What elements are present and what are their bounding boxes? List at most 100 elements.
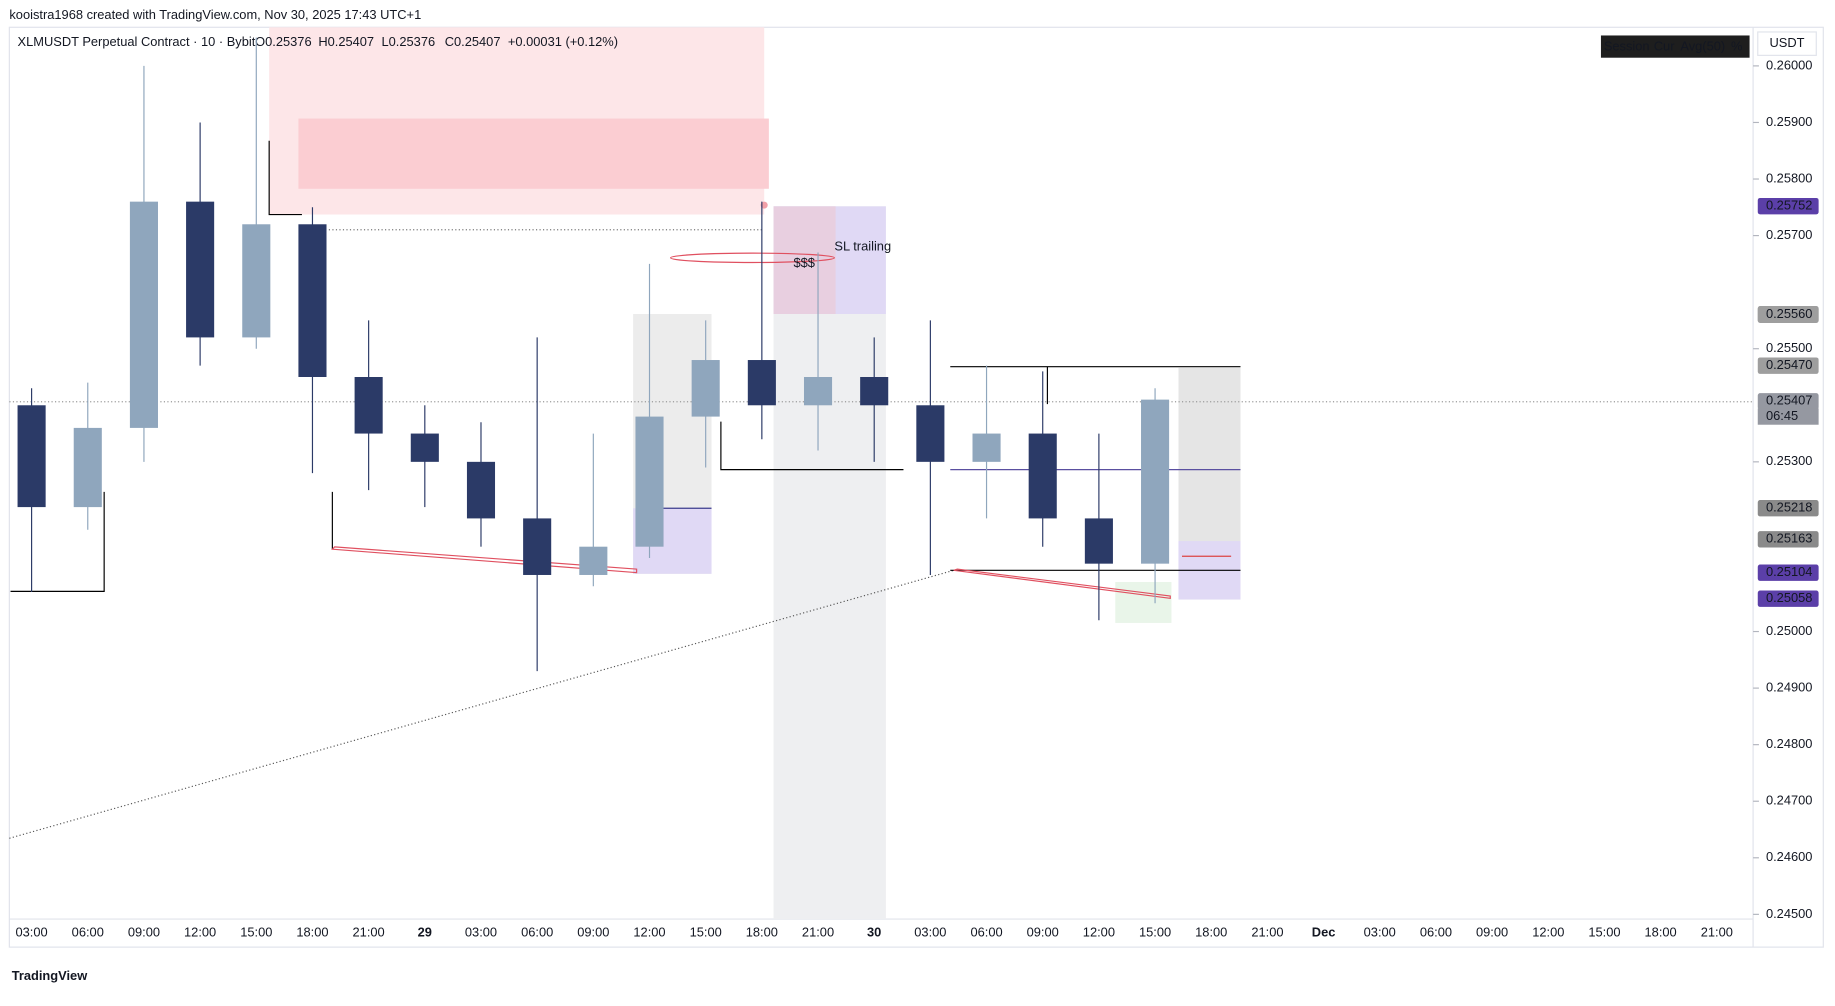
x-tick-label: 09:00 <box>1476 924 1508 939</box>
ohlc-value: H0.25407 <box>318 34 374 49</box>
countdown: 06:45 <box>1766 408 1798 423</box>
x-tick-label: 15:00 <box>240 924 272 939</box>
toolbar-button[interactable]: Cur <box>1654 39 1675 54</box>
x-tick-label: 15:00 <box>690 924 722 939</box>
toolbar-button[interactable]: % <box>1731 39 1742 54</box>
y-tick-label: 0.25000 <box>1766 623 1812 638</box>
x-tick-label: 18:00 <box>1645 924 1677 939</box>
x-tick-label: 12:00 <box>633 924 665 939</box>
level <box>10 491 105 592</box>
annotation: $$$ <box>793 255 814 270</box>
y-tick-label: 0.24500 <box>1766 906 1812 921</box>
candle-body <box>186 201 215 338</box>
x-tick-label: 21:00 <box>353 924 385 939</box>
price-label-box <box>1757 197 1819 215</box>
header: kooistra1968 created with TradingView.co… <box>9 7 421 22</box>
candle-body <box>691 360 720 417</box>
ohlc-value: +0.00031 (+0.12%) <box>508 34 618 49</box>
candle-body <box>298 224 327 377</box>
candle-body <box>242 224 271 338</box>
x-tick-label: 21:00 <box>1701 924 1733 939</box>
toolbar-button[interactable]: Session <box>1604 39 1650 54</box>
level <box>268 140 302 216</box>
price-label: 0.25104 <box>1766 564 1812 579</box>
y-tick-label: 0.25500 <box>1766 340 1812 355</box>
price-label-box <box>1757 306 1819 323</box>
candle-body <box>747 360 776 406</box>
price-label: 0.25470 <box>1766 357 1812 372</box>
x-tick-label: 06:00 <box>970 924 1002 939</box>
x-tick-label: 12:00 <box>1083 924 1115 939</box>
price-label: 0.25407 <box>1766 393 1812 408</box>
candle-body <box>1028 433 1057 519</box>
candle-body <box>579 546 608 575</box>
price-label-box <box>1757 590 1819 607</box>
candle-body <box>1141 399 1170 564</box>
y-tick-label: 0.26000 <box>1766 57 1812 72</box>
y-tick-label: 0.24700 <box>1766 793 1812 808</box>
x-tick-label: 21:00 <box>1251 924 1283 939</box>
toolbar <box>1600 35 1750 58</box>
y-tick-label: 0.24600 <box>1766 849 1812 864</box>
price-label-box <box>1757 393 1819 410</box>
x-tick-label: 21:00 <box>802 924 834 939</box>
sweep <box>953 568 1171 600</box>
candle-body <box>354 376 383 434</box>
x-tick-label: 06:00 <box>521 924 553 939</box>
candle-body <box>523 518 552 575</box>
candle-body <box>803 376 833 406</box>
x-tick-label: 15:00 <box>1139 924 1171 939</box>
x-tick-label: 29 <box>418 924 432 939</box>
price-label: 0.25163 <box>1766 531 1812 546</box>
zone <box>298 118 769 189</box>
y-tick-label: 0.25300 <box>1766 453 1812 468</box>
x-tick-label: 12:00 <box>184 924 216 939</box>
x-tick-label: 03:00 <box>16 924 48 939</box>
candle-body <box>635 416 664 547</box>
candle-body <box>916 405 945 462</box>
logo: TradingView <box>12 968 89 983</box>
x-tick-label: 09:00 <box>128 924 160 939</box>
price-label: 0.25560 <box>1766 306 1812 321</box>
y-tick-label: 0.25900 <box>1766 114 1812 129</box>
price-label-box <box>1757 500 1819 517</box>
x-tick-label: 03:00 <box>465 924 497 939</box>
annotation: SL trailing <box>834 239 891 254</box>
symbol: XLMUSDT Perpetual Contract · 10 · Bybit <box>18 34 256 49</box>
toolbar-button[interactable]: Avg(50) <box>1680 39 1725 54</box>
x-tick-label: 09:00 <box>577 924 609 939</box>
ohlc-value: C0.25407 <box>445 34 501 49</box>
sweep <box>669 252 835 264</box>
y-tick-label: 0.24900 <box>1766 680 1812 695</box>
candle-body <box>466 461 496 519</box>
x-tick-label: 06:00 <box>72 924 104 939</box>
y-tick-label: 0.25800 <box>1766 170 1812 185</box>
candle-body <box>1084 518 1113 564</box>
candle-body <box>73 427 102 508</box>
candle-body <box>972 433 1001 462</box>
zone <box>1115 581 1172 623</box>
frame <box>8 26 1824 948</box>
currency-box[interactable] <box>1757 31 1817 56</box>
x-tick-label: 03:00 <box>914 924 946 939</box>
x-tick-label: 18:00 <box>296 924 328 939</box>
candle-body <box>129 201 158 428</box>
candle-body <box>410 433 439 462</box>
price-label: 0.25752 <box>1766 198 1812 213</box>
price-label-box <box>1757 531 1819 548</box>
ohlc-value: O0.25376 <box>255 34 311 49</box>
level <box>720 421 904 471</box>
y-tick-label: 0.24800 <box>1766 736 1812 751</box>
candle-body <box>860 376 889 406</box>
trend-line <box>9 569 954 839</box>
x-tick-label: 30 <box>867 924 881 939</box>
zone <box>773 206 886 920</box>
x-tick-label: 03:00 <box>1364 924 1396 939</box>
candle-body <box>17 405 46 508</box>
x-tick-label: 06:00 <box>1420 924 1452 939</box>
price-label: 0.25058 <box>1766 590 1812 605</box>
x-tick-label: 12:00 <box>1532 924 1564 939</box>
currency[interactable]: USDT <box>1770 35 1805 50</box>
